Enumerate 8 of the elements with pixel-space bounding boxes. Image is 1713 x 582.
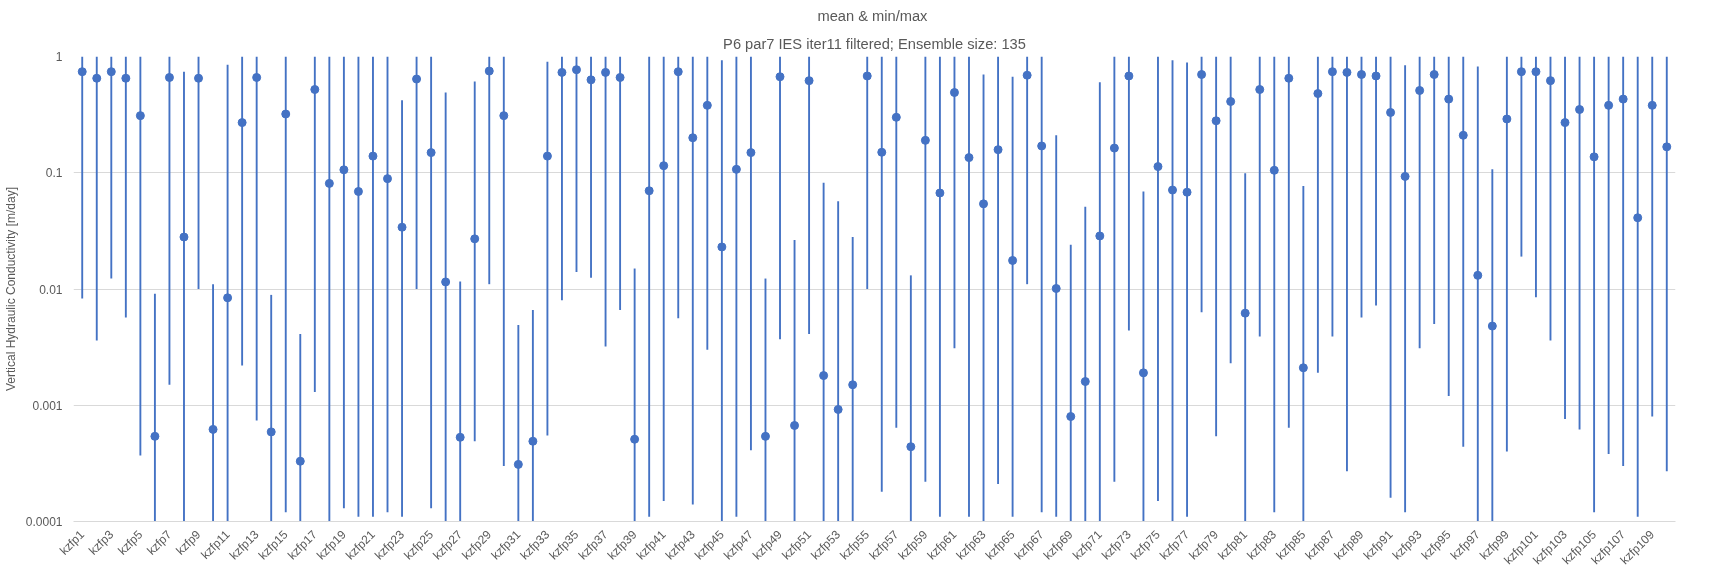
y-tick-label: 0.01 — [39, 282, 63, 297]
y-tick-label: 0.0001 — [25, 515, 63, 529]
y-axis-title: Vertical Hydraulic Conductivity [m/day] — [3, 186, 18, 392]
y-tick-label: 0.1 — [45, 166, 63, 181]
y-tick-label: 0.001 — [32, 398, 63, 413]
chart-subtitle: P6 par7 IES iter11 filtered; Ensemble size: 135 — [723, 35, 1026, 52]
y-tick-label: 1 — [55, 50, 63, 64]
chart-title: mean & min/max — [817, 7, 929, 24]
